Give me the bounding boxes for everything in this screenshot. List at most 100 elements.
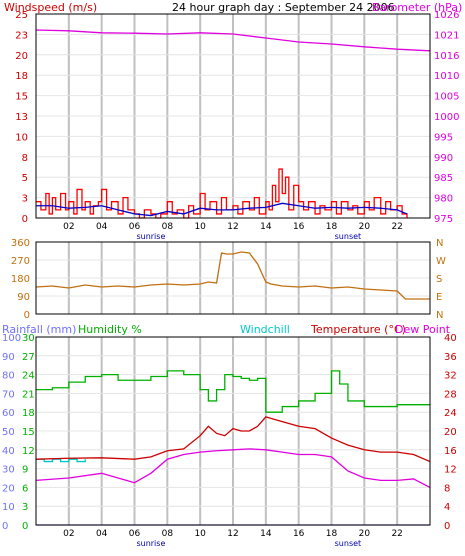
- hour-tick-label: 18: [326, 222, 338, 232]
- windspeed-tick-label: 0: [22, 214, 28, 225]
- hour-tick-label: 08: [162, 222, 174, 232]
- humidity-tick-label: 0: [22, 521, 28, 532]
- humidity-tick-label: 9: [22, 465, 28, 476]
- hour-tick-label: 22: [391, 222, 402, 232]
- barometer-tick-label: 985: [434, 173, 453, 184]
- windspeed-tick-label: 8: [22, 153, 28, 164]
- humidity-tick-label: 21: [22, 389, 35, 400]
- rainfall-tick-label: 90: [2, 352, 15, 363]
- compass-tick-label: N: [436, 310, 443, 321]
- temperature-tick-label: 16: [444, 446, 457, 457]
- temperature-tick-label: 20: [444, 427, 457, 438]
- windspeed-tick-label: 5: [22, 173, 28, 184]
- direction-tick-label: 180: [11, 274, 30, 285]
- rainfall-tick-label: 70: [2, 389, 15, 400]
- barometer-series: [35, 29, 431, 52]
- panel-frame: [35, 336, 431, 526]
- windspeed-tick-label: 20: [15, 51, 28, 62]
- hour-tick-label: 10: [194, 222, 206, 232]
- hour-tick-label: 02: [63, 222, 74, 232]
- humidity-tick-label: 24: [22, 371, 35, 382]
- hour-tick-label: 04: [96, 222, 108, 232]
- hour-tick-label: 18: [326, 529, 338, 539]
- sunrise-label: sunrise: [136, 232, 165, 241]
- temperature-tick-label: 28: [444, 389, 457, 400]
- sunset-label: sunset: [335, 232, 362, 241]
- rainfall-tick-label: 20: [2, 483, 15, 494]
- hour-tick-label: 16: [293, 529, 305, 539]
- windspeed-tick-label: 25: [15, 10, 28, 21]
- hour-tick-label: 22: [391, 529, 402, 539]
- rainfall-tick-label: 30: [2, 465, 15, 476]
- barometer-tick-label: 1000: [434, 112, 459, 123]
- direction-tick-label: 270: [11, 256, 30, 267]
- barometer-tick-label: 1010: [434, 71, 459, 82]
- humidity-tick-label: 6: [22, 483, 28, 494]
- barometer-tick-label: 990: [434, 153, 453, 164]
- barometer-tick-label: 1016: [434, 51, 459, 62]
- humidity-tick-label: 12: [22, 446, 35, 457]
- hour-tick-label: 10: [194, 529, 206, 539]
- windchill-series: [36, 458, 86, 463]
- rainfall-tick-label: 40: [2, 446, 15, 457]
- direction-tick-label: 360: [11, 238, 30, 249]
- rainfall-axis-title: Rainfall (mm): [2, 323, 76, 336]
- hour-tick-label: 12: [227, 222, 238, 232]
- chart-title: 24 hour graph day : September 24 2006: [172, 1, 395, 14]
- hour-tick-label: 14: [260, 222, 272, 232]
- hour-tick-label: 12: [227, 529, 238, 539]
- windspeed-tick-label: 18: [15, 71, 28, 82]
- hour-tick-label: 02: [63, 529, 74, 539]
- compass-tick-label: W: [436, 256, 446, 267]
- dewpoint-series: [35, 448, 431, 488]
- panel-frame: [35, 241, 431, 315]
- temperature-tick-label: 8: [444, 483, 450, 494]
- windspeed-tick-label: 3: [22, 194, 28, 205]
- windspeed-tick-label: 15: [15, 92, 28, 103]
- temperature-tick-label: 12: [444, 465, 457, 476]
- humidity-series: [36, 370, 430, 413]
- sunset-label: sunset: [335, 539, 362, 548]
- barometer-tick-label: 1005: [434, 92, 459, 103]
- direction-tick-label: 0: [24, 310, 30, 321]
- compass-tick-label: N: [436, 238, 443, 249]
- humidity-tick-label: 18: [22, 408, 35, 419]
- temperature-axis-title: Temperature (°C): [310, 323, 406, 336]
- rainfall-tick-label: 60: [2, 408, 15, 419]
- rainfall-tick-label: 0: [2, 521, 8, 532]
- panel-frame: [35, 13, 431, 219]
- hour-tick-label: 06: [129, 222, 141, 232]
- windspeed-tick-label: 10: [15, 132, 28, 143]
- hour-tick-label: 14: [260, 529, 272, 539]
- windchill-legend: Windchill: [240, 323, 290, 336]
- direction-tick-label: 90: [17, 292, 30, 303]
- hour-tick-label: 20: [359, 529, 371, 539]
- temperature-series: [35, 416, 431, 463]
- hour-tick-label: 06: [129, 529, 141, 539]
- compass-tick-label: E: [436, 292, 442, 303]
- windspeed-axis-title: Windspeed (m/s): [4, 1, 97, 14]
- hour-tick-label: 16: [293, 222, 305, 232]
- humidity-tick-label: 27: [22, 352, 35, 363]
- windspeed-tick-label: 13: [15, 112, 28, 123]
- temperature-tick-label: 40: [444, 333, 457, 344]
- rainfall-tick-label: 100: [2, 333, 21, 344]
- windspeed-series: [36, 168, 408, 219]
- barometer-tick-label: 1021: [434, 30, 459, 41]
- dewpoint-legend: Dew Point: [395, 323, 451, 336]
- rainfall-tick-label: 10: [2, 502, 15, 513]
- temperature-tick-label: 4: [444, 502, 450, 513]
- barometer-tick-label: 1026: [434, 10, 459, 21]
- rainfall-tick-label: 80: [2, 371, 15, 382]
- rainfall-tick-label: 50: [2, 427, 15, 438]
- temperature-tick-label: 24: [444, 408, 457, 419]
- hour-tick-label: 20: [359, 222, 371, 232]
- humidity-axis-title: Humidity %: [78, 323, 142, 336]
- temperature-tick-label: 36: [444, 352, 457, 363]
- barometer-tick-label: 995: [434, 132, 453, 143]
- humidity-tick-label: 3: [22, 502, 28, 513]
- compass-tick-label: S: [436, 274, 442, 285]
- barometer-axis-title: Barometer (hPa): [372, 1, 462, 14]
- humidity-tick-label: 15: [22, 427, 35, 438]
